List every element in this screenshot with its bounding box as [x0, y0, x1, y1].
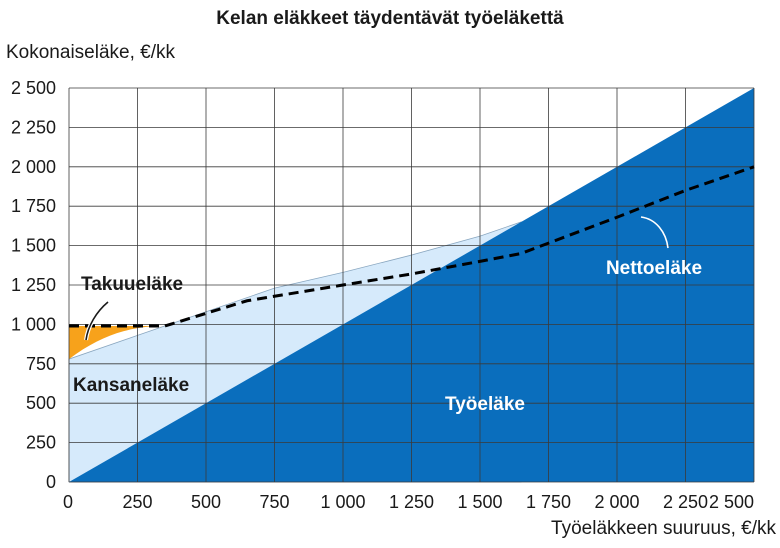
y-axis-label: Kokonaiseläke, €/kk — [6, 42, 175, 63]
x-tick-label: 750 — [259, 492, 289, 512]
x-tick-label: 0 — [63, 492, 73, 512]
x-tick-label: 500 — [191, 492, 221, 512]
x-tick-label: 1 750 — [526, 492, 571, 512]
takuuelake-area — [69, 325, 165, 360]
nettoelake-line — [69, 165, 755, 328]
y-tick-label: 2 500 — [11, 78, 56, 98]
leader-takuu — [85, 301, 109, 341]
annotation-label: Kansaneläke — [73, 375, 189, 396]
y-tick-label: 250 — [26, 433, 56, 453]
y-tick-label: 750 — [26, 354, 56, 374]
x-tick-label: 1 250 — [389, 492, 434, 512]
y-tick-label: 500 — [26, 393, 56, 413]
x-tick-label: 2 000 — [594, 492, 639, 512]
leader-netto — [640, 216, 669, 249]
y-tick-label: 0 — [46, 472, 56, 492]
y-tick-label: 1 750 — [11, 196, 56, 216]
chart-title: Kelan eläkkeet täydentävät työeläkettä — [216, 8, 564, 29]
x-tick-label: 250 — [122, 492, 152, 512]
y-tick-label: 1 500 — [11, 236, 56, 256]
annotation-label: Työeläke — [445, 394, 525, 415]
y-tick-label: 1 000 — [11, 314, 56, 334]
x-tick-label: 2 500 — [709, 492, 754, 512]
y-tick-label: 1 250 — [11, 275, 56, 295]
annotation-label: Nettoeläke — [606, 258, 702, 279]
x-tick-label: 1 000 — [320, 492, 365, 512]
x-tick-label: 2 250 — [663, 492, 708, 512]
annotation-label: Takuueläke — [81, 274, 183, 295]
x-axis-label: Työeläkkeen suuruus, €/kk — [551, 518, 776, 539]
y-tick-label: 2 250 — [11, 117, 56, 137]
y-tick-label: 2 000 — [11, 157, 56, 177]
x-tick-label: 1 500 — [457, 492, 502, 512]
